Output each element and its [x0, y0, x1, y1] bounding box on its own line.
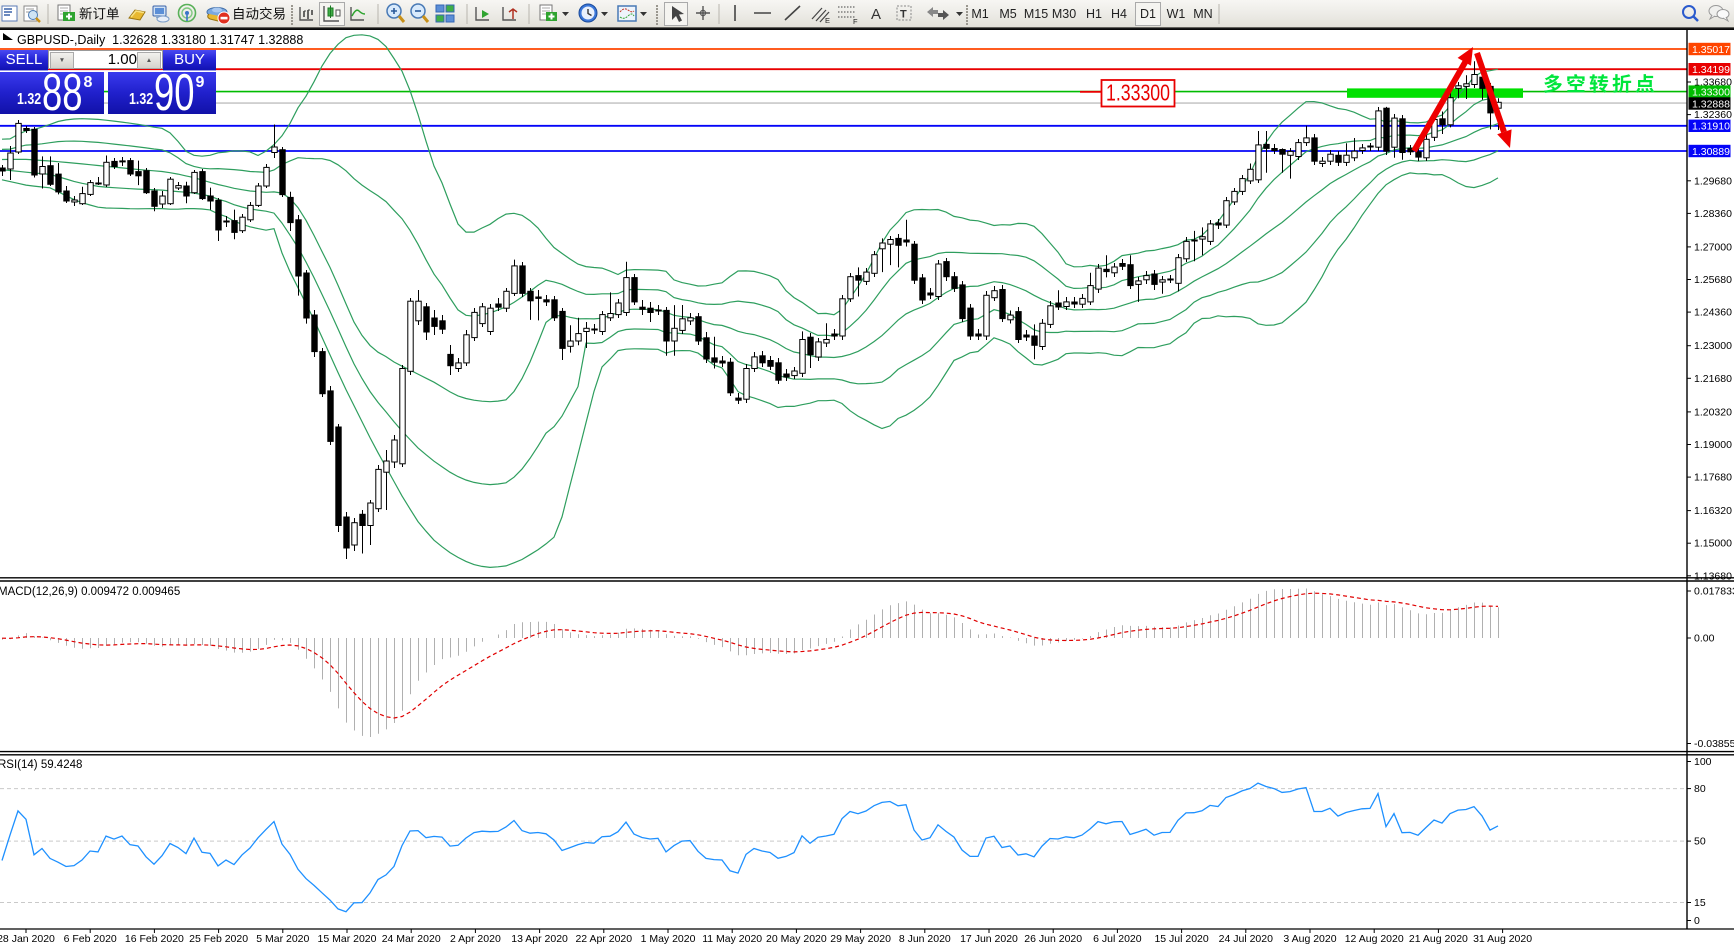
svg-text:25 Feb 2020: 25 Feb 2020 — [189, 933, 248, 945]
svg-text:21 Aug 2020: 21 Aug 2020 — [1409, 933, 1468, 945]
svg-text:W1: W1 — [1167, 7, 1186, 21]
svg-text:15 Jul 2020: 15 Jul 2020 — [1154, 933, 1208, 945]
svg-text:GBPUSD-,Daily 1.32628 1.33180: GBPUSD-,Daily 1.32628 1.33180 1.31747 1.… — [17, 33, 303, 47]
svg-text:8 Jun 2020: 8 Jun 2020 — [899, 933, 951, 945]
svg-text:M15: M15 — [1024, 7, 1048, 21]
svg-text:1.34199: 1.34199 — [1692, 64, 1730, 76]
svg-text:20 May 2020: 20 May 2020 — [766, 933, 827, 945]
svg-text:1 May 2020: 1 May 2020 — [641, 933, 696, 945]
svg-text:1.31910: 1.31910 — [1692, 121, 1730, 133]
svg-text:MACD(12,26,9) 0.009472 0.00946: MACD(12,26,9) 0.009472 0.009465 — [0, 586, 180, 598]
svg-text:H1: H1 — [1086, 7, 1102, 21]
svg-text:26 Jun 2020: 26 Jun 2020 — [1024, 933, 1082, 945]
svg-text:29 May 2020: 29 May 2020 — [830, 933, 891, 945]
svg-text:1.32888: 1.32888 — [1692, 98, 1730, 110]
svg-text:2 Apr 2020: 2 Apr 2020 — [450, 933, 501, 945]
svg-text:1.27000: 1.27000 — [1694, 241, 1732, 253]
svg-text:12 Aug 2020: 12 Aug 2020 — [1345, 933, 1404, 945]
svg-text:1.25680: 1.25680 — [1694, 274, 1732, 286]
svg-text:1.13680: 1.13680 — [1694, 570, 1732, 582]
svg-text:6 Jul 2020: 6 Jul 2020 — [1093, 933, 1142, 945]
svg-text:MN: MN — [1193, 7, 1212, 21]
svg-text:13 Apr 2020: 13 Apr 2020 — [511, 933, 568, 945]
svg-text:15 Mar 2020: 15 Mar 2020 — [318, 933, 377, 945]
svg-text:16 Feb 2020: 16 Feb 2020 — [125, 933, 184, 945]
svg-text:1.19000: 1.19000 — [1694, 439, 1732, 451]
svg-text:3 Aug 2020: 3 Aug 2020 — [1283, 933, 1336, 945]
svg-text:80: 80 — [1694, 783, 1706, 795]
svg-text:0.017833: 0.017833 — [1694, 586, 1734, 598]
svg-text:1.21680: 1.21680 — [1694, 373, 1732, 385]
svg-text:11 May 2020: 11 May 2020 — [702, 933, 762, 945]
svg-text:H4: H4 — [1111, 7, 1127, 21]
svg-text:1.23000: 1.23000 — [1694, 340, 1732, 352]
svg-text:28 Jan 2020: 28 Jan 2020 — [0, 933, 55, 945]
svg-text:0: 0 — [1694, 915, 1700, 927]
svg-text:6 Feb 2020: 6 Feb 2020 — [64, 933, 117, 945]
svg-text:1.33300: 1.33300 — [1106, 80, 1170, 106]
svg-text:1.16320: 1.16320 — [1694, 505, 1732, 517]
svg-text:15: 15 — [1694, 897, 1706, 909]
svg-text:T: T — [900, 9, 907, 21]
svg-text:M5: M5 — [999, 7, 1016, 21]
svg-text:1.32360: 1.32360 — [1694, 109, 1732, 121]
svg-text:F: F — [853, 17, 858, 26]
svg-text:-0.038559: -0.038559 — [1694, 738, 1734, 750]
svg-text:1.17680: 1.17680 — [1694, 472, 1732, 484]
svg-text:1.24360: 1.24360 — [1694, 307, 1732, 319]
svg-text:100: 100 — [1694, 756, 1712, 768]
svg-text:1.30889: 1.30889 — [1692, 146, 1730, 158]
svg-text:17 Jun 2020: 17 Jun 2020 — [960, 933, 1018, 945]
svg-text:24 Mar 2020: 24 Mar 2020 — [382, 933, 441, 945]
svg-text:A: A — [871, 6, 881, 23]
svg-text:E: E — [825, 16, 830, 25]
svg-text:5 Mar 2020: 5 Mar 2020 — [256, 933, 309, 945]
svg-text:1.29680: 1.29680 — [1694, 175, 1732, 187]
svg-text:22 Apr 2020: 22 Apr 2020 — [575, 933, 632, 945]
svg-text:1.35017: 1.35017 — [1692, 44, 1730, 56]
svg-text:24 Jul 2020: 24 Jul 2020 — [1219, 933, 1273, 945]
svg-text:50: 50 — [1694, 836, 1706, 848]
svg-text:M30: M30 — [1052, 7, 1076, 21]
svg-text:1.15000: 1.15000 — [1694, 538, 1732, 550]
svg-text:M1: M1 — [971, 7, 988, 21]
svg-text:0.00: 0.00 — [1694, 633, 1715, 645]
svg-text:1.33300: 1.33300 — [1692, 86, 1730, 98]
svg-text:1.20320: 1.20320 — [1694, 406, 1732, 418]
svg-text:RSI(14) 59.4248: RSI(14) 59.4248 — [0, 759, 82, 771]
svg-text:1.28360: 1.28360 — [1694, 208, 1732, 220]
svg-text:D1: D1 — [1140, 7, 1156, 21]
svg-text:31 Aug 2020: 31 Aug 2020 — [1473, 933, 1532, 945]
